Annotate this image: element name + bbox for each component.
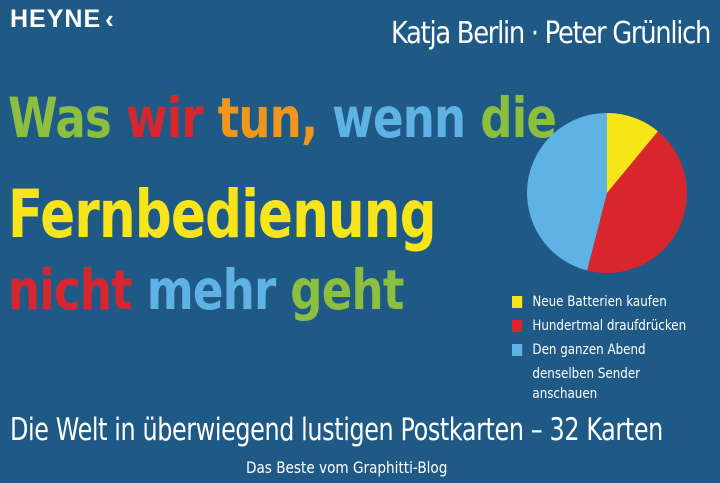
- title-word: geht: [290, 258, 404, 322]
- pie-slice-press: [587, 131, 687, 273]
- title-word: wenn: [332, 86, 481, 150]
- publisher-logo: HEYNE ‹: [10, 4, 115, 35]
- title-line-3: nicht mehr geht: [8, 258, 404, 322]
- title-word: wir: [125, 86, 218, 150]
- subtitle: Die Welt in überwiegend lustigen Postkar…: [10, 412, 663, 448]
- legend-swatch: [512, 344, 523, 356]
- legend-swatch: [512, 296, 523, 308]
- title-word: nicht: [8, 258, 147, 322]
- title-word: mehr: [146, 258, 291, 322]
- legend-item-same-channel: Den ganzen Abend denselben Sender anscha…: [512, 340, 689, 402]
- legend-item-press: Hundertmal draufdrücken: [512, 316, 689, 340]
- legend-swatch: [512, 320, 523, 332]
- publisher-name: HEYNE: [10, 5, 102, 33]
- title-line-2: Fernbedienung: [8, 176, 437, 253]
- legend-item-batteries: Neue Batterien kaufen: [512, 292, 689, 316]
- chevron-left-icon: ‹: [105, 4, 115, 34]
- title-word: tun,: [217, 86, 333, 150]
- authors: Katja Berlin · Peter Grünlich: [390, 16, 711, 51]
- legend-label-line-2: denselben Sender anschauen: [532, 366, 641, 402]
- legend-label: Hundertmal draufdrücken: [532, 318, 687, 334]
- title-word: Was: [8, 86, 126, 150]
- pie-chart: [527, 113, 687, 273]
- legend-label-line-1: Den ganzen Abend: [532, 342, 646, 358]
- pie-slice-same-channel: [527, 113, 607, 271]
- blog-credit: Das Beste vom Graphitti-Blog: [246, 458, 448, 477]
- legend-label: Neue Batterien kaufen: [532, 294, 667, 310]
- pie-slice-batteries: [607, 113, 658, 193]
- title-line-1: Was wir tun, wenn die: [8, 86, 557, 150]
- chart-legend: Neue Batterien kaufen Hundertmal draufdr…: [512, 292, 689, 402]
- title-word: die: [480, 86, 557, 150]
